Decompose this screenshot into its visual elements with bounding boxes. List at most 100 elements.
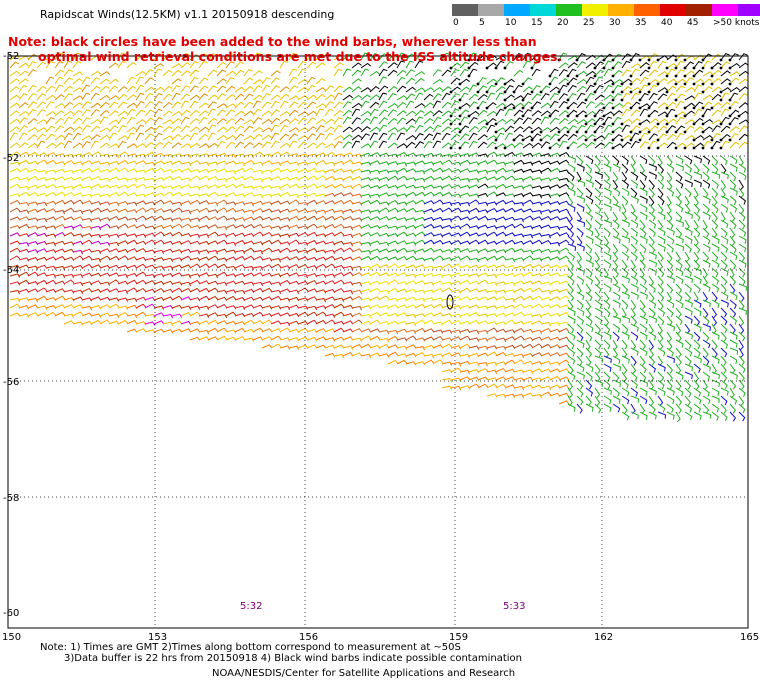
wind-barb (396, 208, 408, 213)
wind-barb (261, 185, 273, 190)
wind-barb (693, 387, 702, 397)
wind-barb (216, 320, 228, 325)
wind-barb (162, 329, 174, 334)
wind-barb (486, 320, 498, 326)
wind-barb (414, 185, 426, 191)
wind-barb (621, 395, 630, 405)
wind-barb (18, 191, 30, 197)
wind-barb (297, 311, 309, 317)
wind-barb (612, 315, 621, 324)
wind-barb (720, 92, 730, 101)
wind-barb (324, 296, 336, 301)
wind-barb (711, 195, 718, 206)
wind-barb (108, 264, 120, 269)
wind-barb (405, 296, 417, 301)
wind-barb (711, 235, 720, 244)
wind-barb (522, 343, 534, 349)
flag-circle (521, 82, 525, 86)
wind-barb (549, 133, 560, 141)
wind-barb (450, 215, 462, 221)
wind-barb (684, 331, 693, 340)
wind-barb (549, 344, 561, 349)
flag-circle (683, 66, 687, 70)
wind-barb (432, 273, 444, 278)
wind-barb (684, 187, 692, 198)
wind-barb (261, 264, 273, 269)
wind-barb (684, 211, 693, 220)
wind-barb (522, 109, 532, 117)
wind-barb (405, 232, 417, 237)
wind-barb (729, 307, 737, 318)
wind-barb (54, 273, 66, 279)
wind-barb (720, 347, 728, 358)
flag-circle (548, 74, 552, 78)
wind-barb (540, 116, 550, 125)
wind-barb (540, 209, 552, 214)
wind-barb (162, 191, 174, 197)
wind-barb (648, 171, 657, 180)
wind-barb (207, 161, 219, 166)
wind-barb (477, 345, 489, 351)
wind-barb (585, 134, 596, 141)
wind-barb (549, 256, 561, 261)
wind-barb (657, 243, 666, 252)
wind-barb (738, 102, 749, 109)
wind-barb (702, 60, 712, 69)
flag-circle (638, 130, 642, 134)
wind-barb (90, 109, 100, 117)
wind-barb (243, 192, 255, 197)
wind-barb (459, 385, 471, 390)
wind-barb (135, 287, 147, 293)
wind-barb (297, 280, 309, 286)
wind-barb (306, 183, 318, 189)
wind-barb (648, 387, 657, 396)
wind-barb (522, 199, 534, 205)
wind-barb (594, 125, 604, 133)
wind-barb (81, 248, 93, 253)
wind-barb (243, 255, 255, 261)
wind-barb (63, 225, 75, 230)
wind-barb (423, 126, 434, 133)
wind-barb (684, 299, 693, 308)
wind-barb (369, 94, 380, 101)
wind-barb (315, 77, 326, 85)
wind-barb (621, 251, 630, 261)
wind-barb (657, 315, 665, 326)
wind-barb (135, 321, 147, 326)
wind-barb (513, 359, 525, 365)
wind-barb (360, 133, 370, 141)
wind-barb (216, 126, 227, 133)
wind-barb (360, 52, 370, 61)
wind-barb (252, 161, 264, 167)
wind-barb (729, 331, 738, 340)
wind-barb (423, 191, 435, 197)
wind-barb (126, 248, 138, 253)
wind-barb (549, 142, 560, 149)
wind-barb (180, 153, 192, 159)
wind-barb (369, 225, 381, 230)
wind-barb (549, 241, 561, 247)
wind-barb (432, 167, 444, 173)
flag-circle (584, 130, 588, 134)
flag-circle (674, 74, 678, 78)
wind-barb (702, 363, 711, 372)
wind-barb (513, 52, 523, 61)
wind-barb (621, 275, 630, 284)
wind-barb (657, 331, 664, 342)
wind-barb (63, 101, 74, 109)
wind-barb (720, 243, 729, 253)
wind-barb (549, 280, 561, 285)
wind-barb (666, 85, 677, 93)
wind-barb (702, 339, 711, 349)
wind-barb (648, 371, 655, 383)
wind-barb (54, 248, 66, 253)
wind-barb (531, 126, 542, 133)
wind-barb (270, 85, 281, 93)
wind-barb (387, 248, 399, 254)
wind-barb (711, 203, 719, 214)
wind-barb (603, 203, 612, 212)
wind-barb (279, 176, 291, 181)
wind-barb (369, 132, 379, 141)
wind-barb (306, 279, 318, 285)
wind-barb (639, 155, 648, 165)
